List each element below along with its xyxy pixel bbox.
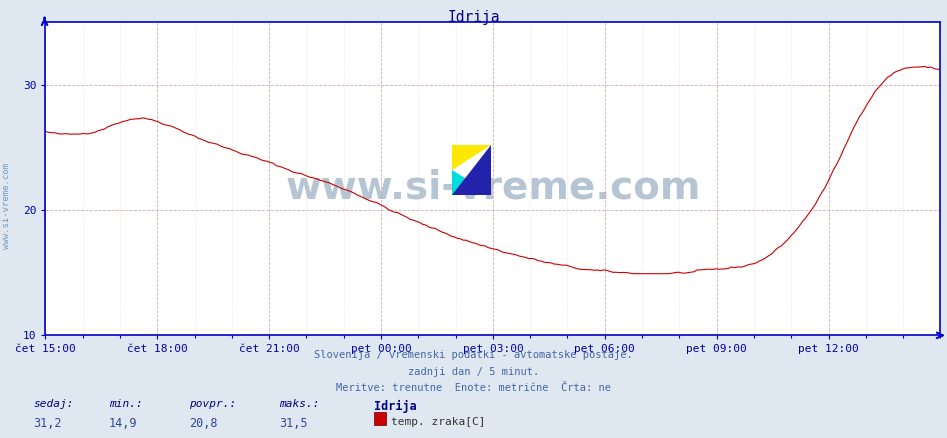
Text: min.:: min.: xyxy=(109,399,143,410)
Text: Idrija: Idrija xyxy=(447,10,500,25)
Polygon shape xyxy=(452,145,491,195)
Text: Slovenija / vremenski podatki - avtomatske postaje.: Slovenija / vremenski podatki - avtomats… xyxy=(314,350,633,360)
Text: Meritve: trenutne  Enote: metrične  Črta: ne: Meritve: trenutne Enote: metrične Črta: … xyxy=(336,383,611,393)
Polygon shape xyxy=(452,170,491,195)
Text: Idrija: Idrija xyxy=(374,399,417,413)
Text: sedaj:: sedaj: xyxy=(33,399,74,410)
Text: www.si-vreme.com: www.si-vreme.com xyxy=(2,163,11,249)
Text: www.si-vreme.com: www.si-vreme.com xyxy=(285,169,701,207)
Text: maks.:: maks.: xyxy=(279,399,320,410)
Text: 31,5: 31,5 xyxy=(279,417,308,430)
Text: 31,2: 31,2 xyxy=(33,417,62,430)
Text: povpr.:: povpr.: xyxy=(189,399,237,410)
Text: zadnji dan / 5 minut.: zadnji dan / 5 minut. xyxy=(408,367,539,377)
Text: 20,8: 20,8 xyxy=(189,417,218,430)
Polygon shape xyxy=(452,145,491,170)
Text: 14,9: 14,9 xyxy=(109,417,137,430)
Text: temp. zraka[C]: temp. zraka[C] xyxy=(391,417,486,427)
